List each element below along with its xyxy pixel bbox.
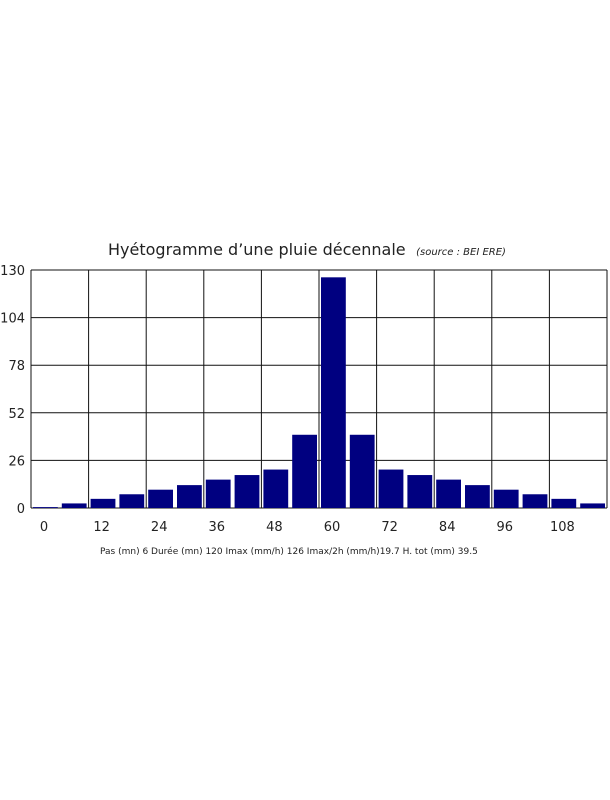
x-tick-label: 12: [93, 520, 110, 535]
x-tick-label: 84: [439, 520, 456, 535]
chart-title-block: Hyétogramme d’une pluie décennale (sourc…: [108, 240, 506, 260]
bar: [119, 494, 145, 508]
bar: [177, 485, 202, 508]
bar: [522, 494, 548, 508]
bar: [292, 434, 317, 508]
bar: [580, 503, 605, 508]
bar: [465, 485, 490, 508]
y-tick-label: 52: [8, 407, 25, 422]
x-tick-label: 48: [266, 520, 283, 535]
x-tick-label: 60: [324, 520, 341, 535]
bar: [493, 489, 519, 508]
bar: [234, 475, 260, 508]
bar: [349, 434, 375, 508]
y-tick-label: 130: [0, 264, 25, 279]
x-tick-label: 36: [209, 520, 226, 535]
bar: [148, 489, 173, 508]
y-tick-label: 78: [8, 359, 25, 374]
x-tick-label: 0: [40, 520, 48, 535]
y-tick-label: 26: [8, 454, 25, 469]
chart-title: Hyétogramme d’une pluie décennale: [108, 240, 406, 259]
x-tick-label: 24: [151, 520, 168, 535]
chart-footer: Pas (mn) 6 Durée (mn) 120 Imax (mm/h) 12…: [100, 547, 478, 557]
bar: [551, 498, 577, 508]
bar: [407, 475, 433, 508]
y-tick-label: 0: [17, 502, 25, 517]
y-tick-label: 104: [0, 312, 25, 327]
bar: [263, 469, 289, 508]
chart-subtitle: (source : BEI ERE): [416, 247, 506, 258]
bar: [61, 503, 87, 508]
x-tick-label: 108: [550, 520, 575, 535]
bar: [33, 507, 58, 508]
bar: [436, 479, 461, 508]
bar: [205, 479, 231, 508]
x-tick-label: 96: [497, 520, 514, 535]
x-tick-label: 72: [381, 520, 398, 535]
bar: [90, 498, 116, 508]
bar: [378, 469, 404, 508]
bar: [321, 277, 346, 508]
